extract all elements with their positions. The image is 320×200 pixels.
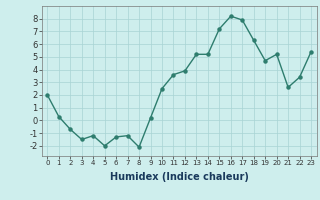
- X-axis label: Humidex (Indice chaleur): Humidex (Indice chaleur): [110, 172, 249, 182]
